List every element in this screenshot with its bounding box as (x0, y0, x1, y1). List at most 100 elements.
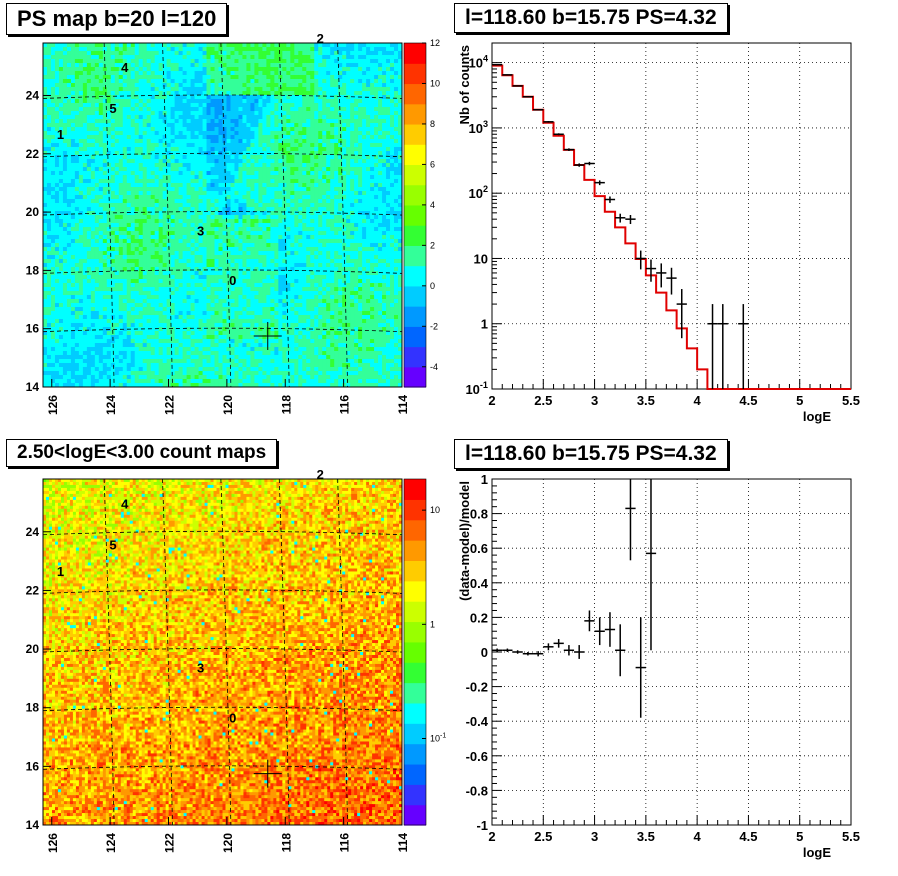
heatmap-cell (158, 215, 164, 220)
heatmap-cell (102, 263, 108, 268)
heatmap-cell (198, 131, 204, 136)
heatmap-cell (226, 67, 231, 72)
heatmap-cell (366, 47, 371, 52)
heatmap-cell (266, 159, 271, 164)
heatmap-cell (130, 115, 136, 120)
heatmap-cell (186, 63, 192, 68)
heatmap-cell (346, 111, 351, 116)
heatmap-cell (338, 159, 343, 164)
heatmap-cell (206, 151, 212, 156)
heatmap-cell (106, 255, 112, 260)
heatmap-cell (170, 175, 176, 180)
heatmap-cell (102, 95, 108, 100)
heatmap-cell (230, 43, 235, 48)
heatmap-cell (146, 79, 152, 84)
heatmap-cell (218, 83, 223, 88)
heatmap-cell (110, 51, 116, 56)
heatmap-cell (46, 143, 52, 148)
heatmap-cell (282, 127, 287, 132)
heatmap-cell (334, 47, 339, 52)
heatmap-cell (70, 263, 76, 268)
heatmap-cell (226, 167, 231, 172)
heatmap-cell (246, 243, 251, 248)
heatmap-cell (378, 259, 383, 264)
heatmap-cell (58, 127, 64, 132)
heatmap-cell (50, 251, 56, 256)
heatmap-cell (206, 47, 212, 52)
heatmap-cell (386, 183, 391, 188)
heatmap-cell (314, 227, 319, 232)
heatmap-cell (358, 79, 363, 84)
heatmap-cell (142, 47, 148, 52)
heatmap-cell (298, 239, 303, 244)
heatmap-cell (186, 59, 192, 64)
heatmap-cell (62, 95, 68, 100)
heatmap-cell (334, 155, 339, 160)
heatmap-cell (262, 223, 267, 228)
heatmap-cell (258, 195, 263, 200)
heatmap-cell (270, 67, 275, 72)
heatmap-cell (98, 155, 104, 160)
heatmap-cell (382, 251, 387, 256)
heatmap-cell (278, 243, 283, 248)
heatmap-cell (118, 67, 124, 72)
heatmap-cell (90, 71, 96, 76)
heatmap-cell (130, 223, 136, 228)
heatmap-cell (62, 127, 68, 132)
heatmap-cell (202, 55, 208, 60)
heatmap-cell (398, 167, 403, 172)
heatmap-cell (370, 123, 375, 128)
heatmap-cell (258, 207, 263, 212)
heatmap-cell (74, 159, 80, 164)
heatmap-cell (314, 231, 319, 236)
heatmap-cell (226, 259, 231, 264)
heatmap-cell (43, 175, 48, 180)
heatmap-cell (154, 263, 160, 268)
heatmap-cell (394, 43, 399, 48)
heatmap-cell (274, 211, 279, 216)
heatmap-cell (326, 83, 331, 88)
heatmap-cell (74, 235, 80, 240)
heatmap-cell (286, 179, 291, 184)
heatmap-cell (146, 75, 152, 80)
heatmap-cell (370, 163, 375, 168)
heatmap-cell (122, 207, 128, 212)
heatmap-cell (370, 75, 375, 80)
heatmap-cell (254, 131, 259, 136)
heatmap-cell (258, 147, 263, 152)
heatmap-cell (178, 223, 184, 228)
heatmap-cell (78, 111, 84, 116)
heatmap-cell (386, 151, 391, 156)
heatmap-cell (138, 163, 144, 168)
heatmap-cell (222, 111, 227, 116)
heatmap-cell (322, 135, 327, 140)
heatmap-cell (86, 159, 92, 164)
heatmap-cell (98, 91, 104, 96)
heatmap-cell (342, 231, 347, 236)
heatmap-cell (134, 79, 140, 84)
heatmap-cell (242, 75, 247, 80)
heatmap-cell (386, 235, 391, 240)
heatmap-cell (226, 207, 231, 212)
heatmap-cell (314, 235, 319, 240)
heatmap-cell (242, 143, 247, 148)
heatmap-cell (238, 163, 243, 168)
heatmap-cell (322, 143, 327, 148)
heatmap-cell (90, 263, 96, 268)
heatmap-cell (162, 215, 168, 220)
heatmap-cell (202, 111, 208, 116)
heatmap-cell (306, 223, 311, 228)
heatmap-cell (142, 51, 148, 56)
heatmap-cell (250, 231, 255, 236)
heatmap-cell (214, 103, 220, 108)
heatmap-cell (346, 171, 351, 176)
heatmap-cell (170, 55, 176, 60)
heatmap-cell (206, 235, 212, 240)
heatmap-cell (82, 171, 88, 176)
heatmap-cell (186, 111, 192, 116)
heatmap-cell (130, 207, 136, 212)
heatmap-cell (318, 119, 323, 124)
heatmap-cell (106, 91, 112, 96)
heatmap-cell (82, 263, 88, 268)
heatmap-cell (106, 247, 112, 252)
